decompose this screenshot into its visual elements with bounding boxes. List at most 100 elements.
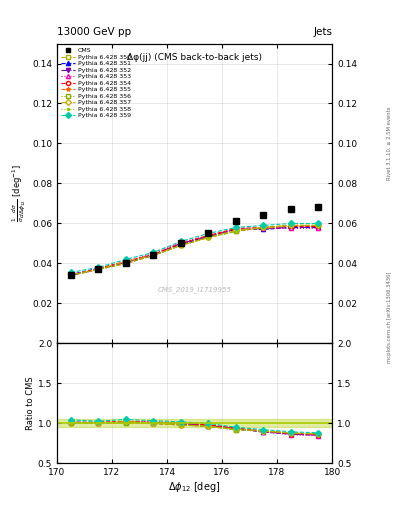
Pythia 6.428 357 <box>151 252 156 259</box>
Pythia 6.428 354 <box>178 240 183 246</box>
Pythia 6.428 352 <box>206 233 211 240</box>
Pythia 6.428 351 <box>206 233 211 240</box>
Pythia 6.428 356 <box>233 228 238 234</box>
Pythia 6.428 351 <box>68 271 73 278</box>
Pythia 6.428 358 <box>261 224 266 230</box>
Pythia 6.428 352 <box>96 266 101 272</box>
Pythia 6.428 356 <box>261 224 266 230</box>
Pythia 6.428 359 <box>123 257 128 263</box>
CMS <box>96 266 101 272</box>
Pythia 6.428 354 <box>233 225 238 231</box>
Pythia 6.428 356 <box>96 266 101 272</box>
Pythia 6.428 358 <box>123 261 128 267</box>
Line: Pythia 6.428 350: Pythia 6.428 350 <box>69 223 320 278</box>
Line: Pythia 6.428 356: Pythia 6.428 356 <box>69 223 320 278</box>
Text: CMS_2019_I1719955: CMS_2019_I1719955 <box>158 286 231 293</box>
Pythia 6.428 350 <box>288 222 293 228</box>
Pythia 6.428 351 <box>288 224 293 230</box>
Pythia 6.428 351 <box>316 224 321 230</box>
CMS <box>206 230 211 237</box>
Y-axis label: Ratio to CMS: Ratio to CMS <box>26 376 35 430</box>
Pythia 6.428 355 <box>178 242 183 248</box>
Line: Pythia 6.428 359: Pythia 6.428 359 <box>69 221 320 274</box>
Line: Pythia 6.428 353: Pythia 6.428 353 <box>69 226 320 276</box>
Pythia 6.428 359 <box>178 239 183 245</box>
Pythia 6.428 356 <box>123 261 128 267</box>
Line: Pythia 6.428 354: Pythia 6.428 354 <box>69 224 320 278</box>
Pythia 6.428 353 <box>96 266 101 272</box>
Pythia 6.428 359 <box>206 230 211 237</box>
Pythia 6.428 355 <box>233 227 238 233</box>
Pythia 6.428 352 <box>123 260 128 266</box>
Pythia 6.428 351 <box>96 265 101 271</box>
Pythia 6.428 355 <box>151 252 156 259</box>
Pythia 6.428 357 <box>206 234 211 241</box>
Pythia 6.428 354 <box>68 272 73 279</box>
CMS <box>288 206 293 212</box>
Pythia 6.428 352 <box>316 224 321 230</box>
Pythia 6.428 355 <box>316 222 321 228</box>
Pythia 6.428 358 <box>68 272 73 279</box>
Y-axis label: $\frac{1}{\sigma}\frac{d\sigma}{d\Delta\phi_{12}}$ [deg$^{-1}$]: $\frac{1}{\sigma}\frac{d\sigma}{d\Delta\… <box>11 164 28 223</box>
CMS <box>233 219 238 225</box>
Pythia 6.428 353 <box>68 271 73 278</box>
Pythia 6.428 350 <box>316 222 321 228</box>
Pythia 6.428 353 <box>261 225 266 231</box>
Pythia 6.428 350 <box>261 224 266 230</box>
Pythia 6.428 358 <box>288 222 293 228</box>
Pythia 6.428 350 <box>151 252 156 259</box>
Pythia 6.428 351 <box>178 241 183 247</box>
Pythia 6.428 353 <box>233 226 238 232</box>
Text: 13000 GeV pp: 13000 GeV pp <box>57 27 131 37</box>
Pythia 6.428 359 <box>316 220 321 226</box>
Pythia 6.428 352 <box>261 225 266 231</box>
Line: Pythia 6.428 352: Pythia 6.428 352 <box>69 225 320 278</box>
Pythia 6.428 358 <box>96 266 101 272</box>
Text: Jets: Jets <box>313 27 332 37</box>
Pythia 6.428 357 <box>178 242 183 248</box>
Pythia 6.428 357 <box>288 222 293 228</box>
Pythia 6.428 356 <box>206 234 211 241</box>
Pythia 6.428 357 <box>233 227 238 233</box>
Pythia 6.428 357 <box>68 271 73 278</box>
Line: Pythia 6.428 351: Pythia 6.428 351 <box>69 225 320 276</box>
CMS <box>123 261 128 267</box>
Pythia 6.428 357 <box>316 222 321 228</box>
Pythia 6.428 355 <box>96 266 101 272</box>
Pythia 6.428 352 <box>151 251 156 258</box>
Pythia 6.428 352 <box>233 226 238 232</box>
Pythia 6.428 350 <box>178 242 183 248</box>
Pythia 6.428 359 <box>68 269 73 275</box>
Pythia 6.428 354 <box>288 223 293 229</box>
Pythia 6.428 350 <box>96 266 101 272</box>
CMS <box>316 204 321 210</box>
Pythia 6.428 357 <box>96 266 101 272</box>
Pythia 6.428 358 <box>316 222 321 228</box>
Pythia 6.428 350 <box>206 234 211 241</box>
X-axis label: $\Delta\phi_{12}$ [deg]: $\Delta\phi_{12}$ [deg] <box>168 480 221 494</box>
Pythia 6.428 353 <box>151 250 156 257</box>
Text: mcplots.cern.ch [arXiv:1306.3436]: mcplots.cern.ch [arXiv:1306.3436] <box>387 272 392 363</box>
Pythia 6.428 352 <box>288 224 293 230</box>
Text: Rivet 3.1.10, ≥ 2.5M events: Rivet 3.1.10, ≥ 2.5M events <box>387 106 392 180</box>
Pythia 6.428 351 <box>123 260 128 266</box>
Pythia 6.428 350 <box>233 228 238 234</box>
Pythia 6.428 356 <box>178 242 183 248</box>
Pythia 6.428 354 <box>206 232 211 239</box>
Pythia 6.428 355 <box>261 225 266 231</box>
Pythia 6.428 355 <box>206 234 211 241</box>
Pythia 6.428 350 <box>123 261 128 267</box>
Legend: CMS, Pythia 6.428 350, Pythia 6.428 351, Pythia 6.428 352, Pythia 6.428 353, Pyt: CMS, Pythia 6.428 350, Pythia 6.428 351,… <box>60 47 132 119</box>
Bar <box>57 419 332 428</box>
Pythia 6.428 351 <box>151 252 156 259</box>
Line: Pythia 6.428 357: Pythia 6.428 357 <box>69 223 320 276</box>
Pythia 6.428 353 <box>178 240 183 246</box>
Pythia 6.428 356 <box>68 272 73 279</box>
Pythia 6.428 353 <box>288 225 293 231</box>
Pythia 6.428 352 <box>68 272 73 279</box>
Pythia 6.428 355 <box>288 222 293 228</box>
Pythia 6.428 358 <box>233 228 238 234</box>
Pythia 6.428 354 <box>123 259 128 265</box>
Pythia 6.428 351 <box>261 226 266 232</box>
Pythia 6.428 356 <box>288 222 293 228</box>
